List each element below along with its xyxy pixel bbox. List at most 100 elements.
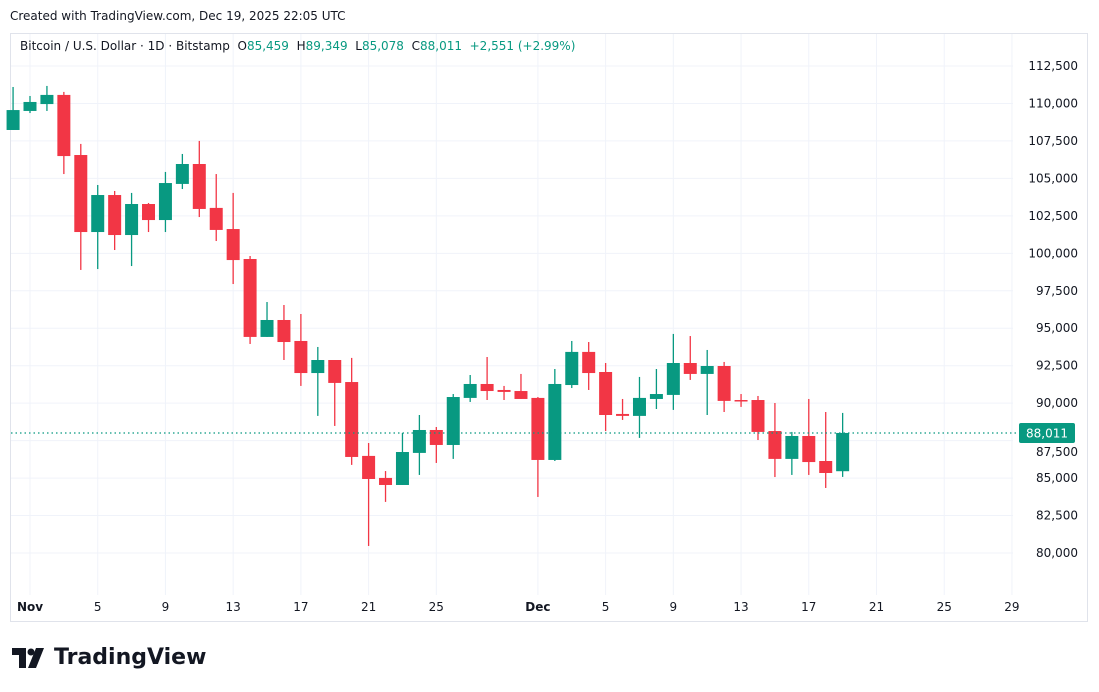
symbol-legend: Bitcoin / U.S. Dollar · 1D · Bitstamp O8… bbox=[20, 39, 575, 53]
candle-body bbox=[734, 400, 748, 402]
symbol-title: Bitcoin / U.S. Dollar · 1D · Bitstamp bbox=[20, 39, 230, 53]
candle-body bbox=[74, 155, 88, 233]
candle-body bbox=[531, 397, 545, 460]
candle bbox=[108, 190, 122, 251]
chart-caption: Created with TradingView.com, Dec 19, 20… bbox=[10, 9, 346, 23]
price-tick-label: 112,500 bbox=[1028, 59, 1078, 73]
candle bbox=[243, 256, 257, 344]
candle-body bbox=[446, 397, 460, 445]
time-tick-label: 17 bbox=[293, 600, 308, 614]
price-tick-label: 85,000 bbox=[1036, 471, 1078, 485]
candle-body bbox=[548, 383, 562, 460]
candle bbox=[616, 398, 630, 420]
candle bbox=[395, 432, 409, 485]
candle bbox=[632, 376, 646, 438]
time-tick-label: 5 bbox=[94, 600, 102, 614]
candle-body bbox=[23, 101, 37, 111]
candle-body bbox=[6, 110, 20, 130]
candle-body bbox=[158, 183, 172, 221]
candle bbox=[717, 361, 731, 413]
candle bbox=[57, 91, 71, 175]
candle-body bbox=[717, 365, 731, 401]
tradingview-logo[interactable]: TradingView bbox=[12, 645, 206, 670]
time-tick-label: 17 bbox=[801, 600, 816, 614]
candle bbox=[768, 403, 782, 478]
candle-body bbox=[785, 435, 799, 459]
price-tick-label: 80,000 bbox=[1036, 546, 1078, 560]
candle-body bbox=[649, 394, 663, 399]
candle bbox=[734, 394, 748, 407]
candle-body bbox=[751, 400, 765, 432]
candle-body bbox=[412, 429, 426, 453]
candle-body bbox=[294, 340, 308, 374]
candle bbox=[74, 143, 88, 270]
time-tick-label: 21 bbox=[361, 600, 376, 614]
candle bbox=[6, 86, 20, 130]
candle-body bbox=[565, 351, 579, 386]
candle-body bbox=[480, 383, 494, 392]
candle bbox=[429, 426, 443, 463]
last-price-line: 88,011 bbox=[11, 422, 1075, 443]
candle bbox=[819, 412, 833, 488]
price-tick-label: 90,000 bbox=[1036, 396, 1078, 410]
price-tick-label: 92,500 bbox=[1036, 359, 1078, 373]
candle bbox=[23, 95, 37, 114]
candle-body bbox=[125, 204, 139, 236]
price-tick-label: 100,000 bbox=[1028, 246, 1078, 260]
brand-name: TradingView bbox=[54, 645, 207, 670]
high-value: 89,349 bbox=[305, 39, 348, 53]
high-label: H bbox=[296, 39, 306, 53]
candle bbox=[345, 357, 359, 465]
candle-body bbox=[683, 363, 697, 374]
candle-body bbox=[666, 363, 680, 395]
candle-body bbox=[311, 360, 325, 374]
candle-body bbox=[142, 204, 156, 221]
candle bbox=[480, 357, 494, 401]
time-axis: Nov 5 9 13 17 21 25 Dec 5 9 13 17 21 25 29 bbox=[17, 600, 1020, 614]
candle bbox=[226, 192, 240, 285]
candle-body bbox=[328, 360, 342, 383]
tradingview-logo-icon bbox=[12, 647, 44, 668]
candle-body bbox=[497, 389, 511, 392]
candle bbox=[785, 431, 799, 475]
candle bbox=[751, 395, 765, 441]
time-tick-label: 25 bbox=[429, 600, 444, 614]
change-value: +2,551 (+2.99%) bbox=[469, 39, 576, 53]
candle-body bbox=[362, 455, 376, 479]
time-tick-label: 25 bbox=[937, 600, 952, 614]
candle-body bbox=[345, 382, 359, 457]
candle-body bbox=[395, 452, 409, 485]
candle-body bbox=[582, 351, 596, 374]
candle bbox=[311, 346, 325, 416]
time-tick-label: Dec bbox=[525, 600, 550, 614]
chart-frame bbox=[10, 33, 1088, 622]
candle bbox=[412, 415, 426, 475]
candle bbox=[175, 153, 189, 190]
price-tick-label: 105,000 bbox=[1028, 171, 1078, 185]
candle bbox=[294, 314, 308, 386]
candle-body bbox=[91, 195, 105, 233]
last-price-label: 88,011 bbox=[1026, 426, 1068, 440]
time-tick-label: 21 bbox=[869, 600, 884, 614]
candle bbox=[40, 85, 54, 111]
candle-body bbox=[429, 429, 443, 445]
candle bbox=[565, 340, 579, 389]
candle-body bbox=[463, 383, 477, 398]
candle bbox=[91, 184, 105, 270]
candles bbox=[6, 85, 850, 546]
price-axis: 80,000 82,500 85,000 87,500 90,000 92,500 95,0… bbox=[1028, 59, 1078, 560]
candle-body bbox=[599, 371, 613, 416]
open-value: 85,459 bbox=[246, 39, 289, 53]
candle bbox=[666, 333, 680, 410]
candle bbox=[328, 360, 342, 426]
close-value: 88,011 bbox=[419, 39, 462, 53]
candle bbox=[158, 171, 172, 233]
candle bbox=[142, 202, 156, 233]
time-tick-label: Nov bbox=[17, 600, 43, 614]
candle bbox=[836, 412, 850, 477]
price-tick-label: 102,500 bbox=[1028, 209, 1078, 223]
candle-body bbox=[836, 432, 850, 472]
candle-body bbox=[768, 431, 782, 459]
candle bbox=[260, 302, 274, 337]
